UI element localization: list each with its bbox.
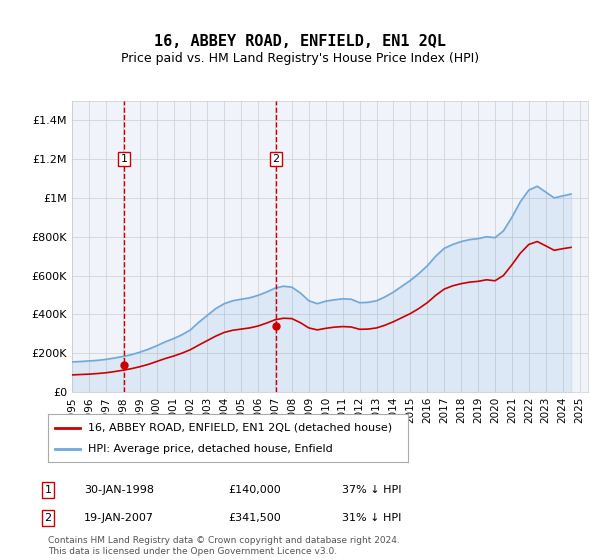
Text: 2: 2 (272, 154, 280, 164)
Text: HPI: Average price, detached house, Enfield: HPI: Average price, detached house, Enfi… (88, 444, 332, 454)
Text: £341,500: £341,500 (228, 513, 281, 523)
Text: 31% ↓ HPI: 31% ↓ HPI (342, 513, 401, 523)
Text: 30-JAN-1998: 30-JAN-1998 (84, 485, 154, 495)
Text: 1: 1 (44, 485, 52, 495)
Text: £140,000: £140,000 (228, 485, 281, 495)
Text: Price paid vs. HM Land Registry's House Price Index (HPI): Price paid vs. HM Land Registry's House … (121, 52, 479, 66)
Text: 16, ABBEY ROAD, ENFIELD, EN1 2QL (detached house): 16, ABBEY ROAD, ENFIELD, EN1 2QL (detach… (88, 423, 392, 433)
Text: Contains HM Land Registry data © Crown copyright and database right 2024.
This d: Contains HM Land Registry data © Crown c… (48, 536, 400, 556)
Text: 37% ↓ HPI: 37% ↓ HPI (342, 485, 401, 495)
Text: 2: 2 (44, 513, 52, 523)
Text: 19-JAN-2007: 19-JAN-2007 (84, 513, 154, 523)
Text: 1: 1 (121, 154, 128, 164)
Text: 16, ABBEY ROAD, ENFIELD, EN1 2QL: 16, ABBEY ROAD, ENFIELD, EN1 2QL (154, 35, 446, 49)
